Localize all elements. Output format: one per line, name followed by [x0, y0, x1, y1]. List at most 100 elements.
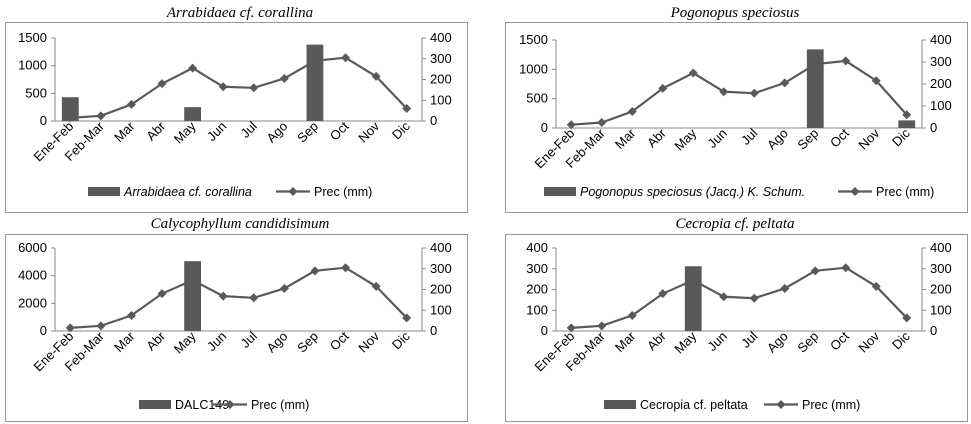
line-point — [688, 68, 698, 78]
line-point — [218, 291, 228, 301]
category-label: Jun — [204, 329, 229, 354]
category-label: Jun — [704, 329, 729, 354]
left-tick-label: 0 — [40, 323, 47, 338]
category-label: Ago — [264, 329, 291, 356]
legend-bar-label: DALC149 — [175, 398, 229, 412]
category-label: Nov — [355, 328, 382, 355]
left-tick-label: 2000 — [18, 295, 47, 310]
left-tick-label: 0 — [541, 323, 548, 338]
category-label: Oct — [827, 125, 852, 150]
legend-bar-swatch — [139, 400, 171, 409]
right-tick-label: 400 — [930, 32, 952, 47]
category-label: May — [671, 328, 699, 356]
line-point — [627, 310, 637, 320]
bar — [806, 49, 824, 128]
left-tick-label: 1500 — [18, 30, 47, 45]
line-point — [126, 99, 136, 109]
category-label: Sep — [294, 119, 321, 146]
right-tick-label: 100 — [930, 98, 952, 113]
right-tick-label: 300 — [930, 54, 952, 69]
category-label: Mar — [111, 328, 138, 355]
right-tick-label: 100 — [430, 302, 452, 317]
category-label: Dic — [389, 118, 413, 142]
line-point — [688, 275, 698, 285]
legend-line-marker — [288, 187, 298, 196]
precipitation-line — [70, 266, 408, 329]
right-tick-label: 400 — [430, 240, 452, 255]
legend-line-marker — [850, 187, 860, 196]
legend-bar-label: Arrabidaea cf. corallina — [123, 185, 252, 199]
category-label: Nov — [355, 118, 382, 145]
chart-panel-pogonopus — [505, 22, 968, 213]
category-label: Jun — [204, 119, 229, 144]
legend-line-label: Prec (mm) — [876, 185, 934, 199]
line-point — [810, 59, 820, 69]
line-point — [627, 107, 637, 116]
chart-title-arrabidaea: Arrabidaea cf. corallina — [166, 5, 314, 21]
legend-bar-swatch — [544, 187, 576, 196]
line-point — [249, 83, 259, 93]
category-label: Oct — [827, 328, 852, 353]
left-tick-label: 1000 — [18, 58, 47, 73]
right-tick-label: 0 — [930, 120, 937, 135]
bar — [306, 44, 324, 121]
category-label: Abr — [143, 328, 168, 353]
category-label: Ago — [764, 329, 791, 356]
chart-panel-cecropia — [505, 234, 968, 422]
category-label: Sep — [794, 329, 821, 356]
line-point — [218, 82, 228, 92]
chart-panel-calycophyllum — [5, 234, 468, 422]
line-point — [566, 120, 576, 130]
line-point — [902, 313, 912, 323]
category-label: Abr — [143, 118, 168, 143]
line-point — [157, 79, 167, 89]
left-tick-label: 1500 — [519, 32, 548, 47]
line-point — [841, 263, 851, 273]
line-point — [841, 56, 851, 66]
line-point — [780, 283, 790, 293]
left-tick-label: 6000 — [18, 240, 47, 255]
chart-title-calycophyllum: Calycophyllum candidisimum — [150, 216, 330, 232]
line-point — [871, 281, 881, 291]
right-tick-label: 400 — [430, 30, 452, 45]
line-point — [341, 263, 351, 273]
right-tick-label: 300 — [930, 261, 952, 276]
line-point — [188, 275, 198, 285]
line-point — [188, 63, 198, 73]
category-label: Mar — [612, 328, 639, 355]
left-tick-label: 1000 — [519, 61, 548, 76]
right-tick-label: 200 — [930, 282, 952, 297]
category-label: Sep — [294, 329, 321, 356]
legend-bar-label: Cecropia cf. peltata — [640, 398, 748, 412]
category-label: Dic — [389, 328, 413, 352]
precipitation-line — [70, 56, 408, 119]
line-point — [65, 113, 75, 123]
left-tick-label: 300 — [526, 261, 548, 276]
category-label: Abr — [644, 328, 669, 353]
category-label: May — [671, 125, 699, 153]
category-label: Oct — [327, 118, 352, 143]
line-point — [902, 110, 912, 120]
left-tick-label: 400 — [526, 240, 548, 255]
line-point — [871, 76, 881, 86]
category-label: Jul — [738, 328, 760, 350]
left-tick-label: 500 — [25, 85, 47, 100]
legend-line-label: Prec (mm) — [802, 398, 860, 412]
line-point — [310, 266, 320, 276]
chart-title-pogonopus: Pogonopus speciosus — [670, 5, 800, 21]
line-point — [126, 310, 136, 320]
line-point — [310, 56, 320, 66]
line-point — [749, 88, 759, 98]
category-label: Dic — [889, 125, 913, 149]
right-tick-label: 100 — [930, 302, 952, 317]
line-point — [719, 292, 729, 302]
line-point — [157, 289, 167, 299]
chart-panel-arrabidaea — [5, 22, 468, 213]
line-point — [566, 323, 576, 333]
category-label: May — [171, 118, 199, 146]
category-label: Mar — [612, 125, 639, 152]
legend-line-label: Prec (mm) — [314, 185, 372, 199]
category-label: Dic — [889, 328, 913, 352]
category-label: Jul — [238, 328, 260, 350]
